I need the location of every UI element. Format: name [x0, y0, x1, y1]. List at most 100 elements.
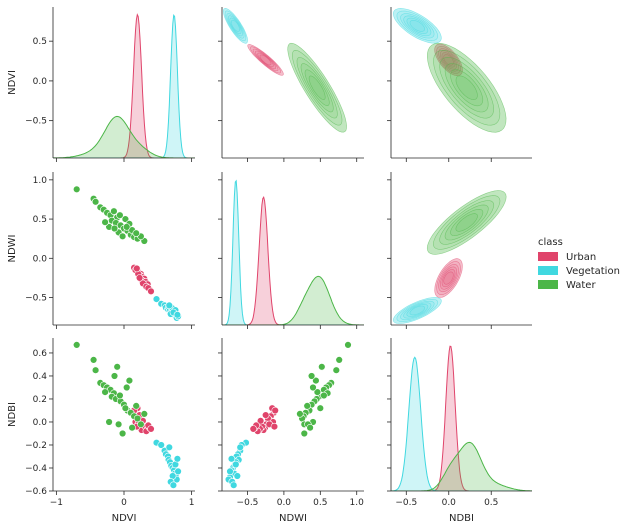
point-water: [118, 429, 127, 438]
point-vegetation: [226, 467, 234, 476]
legend-label-vegetation: Vegetation: [566, 266, 620, 277]
point-vegetation: [173, 455, 182, 463]
panel-ndbi-vs-ndbi: −0.5 0.0 0.5: [387, 338, 532, 508]
point-urban: [271, 406, 279, 415]
kde-fill-urban: [222, 197, 364, 325]
contour-water: [291, 49, 343, 126]
x-tick-label: 0.0: [442, 498, 457, 508]
y-tick-label: 0.5: [33, 215, 47, 225]
point-water: [140, 410, 149, 418]
panel-ndwi-vs-ndvi: −0.5 0.0 0.5 1.0: [25, 172, 195, 329]
point-water: [132, 229, 140, 237]
kde-line-urban: [53, 13, 195, 158]
point-vegetation: [165, 301, 174, 310]
contour-vegetation: [406, 304, 429, 317]
point-water: [332, 366, 340, 374]
point-water: [113, 363, 121, 371]
point-water: [101, 218, 109, 226]
contour-water: [433, 195, 501, 250]
x-tick-label: 0.5: [313, 498, 327, 508]
point-water: [133, 414, 142, 423]
x-tick-label: 0.5: [484, 498, 498, 508]
point-water: [318, 363, 326, 371]
point-water: [303, 402, 311, 410]
contour-vegetation: [392, 297, 442, 324]
panel-ndvi-vs-ndvi: −0.5 0.0 0.5: [25, 7, 195, 162]
point-vegetation: [233, 472, 242, 480]
point-urban: [262, 411, 270, 419]
point-water: [122, 383, 131, 392]
y-tick-label: 0.0: [33, 418, 48, 428]
panel-ndbi-vs-ndwi: −0.5 0.0 0.5 1.0: [218, 338, 364, 508]
y-tick-label: 1.0: [33, 176, 48, 186]
contour-water: [455, 213, 478, 232]
point-water: [132, 402, 140, 410]
contour-water: [308, 75, 326, 100]
y-tick-label: 0.5: [33, 37, 47, 47]
y-axis-label-ndvi: NDVI: [7, 70, 18, 95]
contour-vegetation: [400, 13, 435, 39]
contour-vegetation: [396, 299, 439, 323]
contour-urban: [252, 48, 279, 72]
kde-fill-water: [222, 276, 364, 325]
y-axis-label-ndwi: NDWI: [7, 234, 18, 262]
y-tick-label: −0.2: [25, 441, 47, 451]
x-axis-label-ndvi: NDVI: [112, 513, 137, 524]
panel-ndbi-vs-ndvi: −1 0 1 −0.6 −0.4 −0.2 0.0 0.2 0.4 0.6: [25, 338, 195, 508]
contour-water: [439, 200, 495, 245]
contour-urban: [434, 43, 463, 76]
contour-urban: [438, 264, 459, 293]
point-water: [335, 356, 343, 364]
point-water: [101, 388, 109, 396]
x-axis-label-ndbi: NDBI: [449, 513, 474, 524]
contour-urban: [443, 271, 454, 285]
contour-urban: [247, 44, 284, 76]
point-water: [307, 372, 316, 380]
point-water: [105, 418, 113, 426]
point-vegetation: [230, 481, 238, 489]
contour-urban: [436, 46, 461, 74]
plot-area: [391, 345, 532, 491]
point-vegetation: [173, 311, 182, 319]
point-vegetation: [174, 467, 182, 476]
point-water: [72, 341, 81, 349]
point-urban: [133, 264, 141, 273]
plot-area: [72, 185, 182, 322]
contour-water: [439, 56, 495, 119]
contour-vegetation: [231, 19, 240, 32]
panel-ndwi-vs-ndwi: [218, 172, 364, 329]
point-urban: [256, 417, 265, 425]
point-urban: [270, 422, 279, 431]
contour-vegetation: [406, 17, 429, 34]
point-vegetation: [232, 460, 240, 469]
contour-water: [296, 57, 338, 119]
legend-item-water: Water: [538, 280, 596, 291]
contour-vegetation: [400, 300, 435, 321]
point-urban: [249, 425, 258, 433]
point-water: [312, 376, 320, 385]
point-water: [344, 341, 352, 349]
contour-urban: [259, 54, 272, 66]
y-tick-label: 0.2: [33, 395, 47, 405]
point-water: [91, 366, 100, 374]
y-tick-label: −0.6: [25, 487, 47, 497]
plot-area: [392, 8, 507, 133]
contour-vegetation: [222, 7, 248, 44]
kde-fill-vegetation: [391, 357, 532, 491]
point-water: [125, 376, 134, 385]
legend-label-water: Water: [566, 280, 596, 291]
point-vegetation: [152, 295, 161, 303]
x-axis-label-ndwi: NDWI: [279, 513, 307, 524]
panel-grid: −0.5 0.0 0.5 −0.5 0.0 0.5 1.0 −1 0 1 −0.6 −0.4 −0.2 0…: [7, 7, 532, 524]
point-urban: [147, 425, 155, 433]
y-tick-label: 0.4: [33, 372, 48, 382]
kde-line-vegetation: [222, 179, 364, 325]
point-water: [121, 404, 130, 412]
point-urban: [135, 274, 144, 282]
legend-label-urban: Urban: [566, 252, 596, 263]
plot-area: [222, 7, 347, 133]
point-water: [72, 185, 81, 194]
contour-urban: [434, 258, 463, 298]
contour-water: [444, 204, 489, 241]
